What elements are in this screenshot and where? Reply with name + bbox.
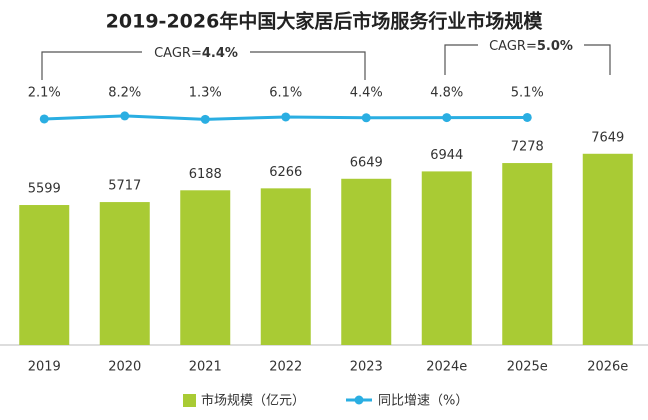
growth-label: 4.8% [430, 86, 463, 101]
growth-point [200, 114, 210, 124]
x-tick-label: 2019 [28, 360, 61, 375]
x-tick-label: 2026e [587, 360, 628, 375]
bar-value-label: 5717 [108, 179, 141, 194]
x-tick-label: 2025e [507, 360, 548, 375]
bar [421, 171, 472, 345]
cagr-label: CAGR= [154, 46, 202, 61]
cagr-bracket [250, 51, 366, 80]
cagr-bracket [584, 44, 611, 75]
legend-swatch [183, 394, 196, 407]
growth-point [442, 113, 452, 123]
growth-point [522, 112, 532, 122]
bar [260, 188, 311, 345]
cagr-label: CAGR= [489, 39, 537, 54]
cagr-value: 5.0% [537, 39, 573, 54]
growth-point [281, 112, 291, 122]
legend-label: 市场规模（亿元） [201, 393, 305, 409]
cagr-bracket [444, 44, 478, 75]
cagr-annotation: CAGR=5.0% [489, 39, 573, 54]
bar [99, 202, 150, 345]
bar-value-label: 5599 [28, 182, 61, 197]
growth-point [120, 111, 130, 121]
growth-label: 4.4% [350, 86, 383, 101]
growth-label: 6.1% [269, 86, 302, 101]
legend-swatch [354, 395, 364, 405]
growth-label: 5.1% [511, 86, 544, 101]
bar-value-label: 6649 [350, 155, 383, 170]
x-tick-label: 2024e [426, 360, 467, 375]
chart-title: 2019-2026年中国大家居后市场服务行业市场规模 [106, 10, 544, 33]
growth-label: 1.3% [189, 86, 222, 101]
growth-label: 2.1% [28, 86, 61, 101]
bar [341, 178, 392, 345]
legend-label: 同比增速（%） [378, 394, 468, 409]
cagr-bracket [41, 51, 142, 80]
growth-label: 8.2% [108, 86, 141, 101]
bar-value-label: 7649 [591, 130, 624, 145]
x-tick-label: 2021 [189, 360, 222, 375]
bar-value-label: 6944 [430, 148, 463, 163]
growth-point [39, 114, 49, 124]
bar-value-label: 6188 [189, 167, 222, 182]
x-tick-label: 2023 [350, 360, 383, 375]
bar-value-label: 6266 [269, 165, 302, 180]
cagr-value: 4.4% [202, 46, 238, 61]
bar [180, 190, 231, 345]
bar [502, 163, 553, 345]
bar [19, 205, 70, 345]
bar [582, 153, 633, 345]
x-tick-label: 2022 [269, 360, 302, 375]
bar-value-label: 7278 [511, 140, 544, 155]
x-tick-label: 2020 [108, 360, 141, 375]
cagr-annotation: CAGR=4.4% [154, 46, 238, 61]
growth-point [361, 113, 371, 123]
